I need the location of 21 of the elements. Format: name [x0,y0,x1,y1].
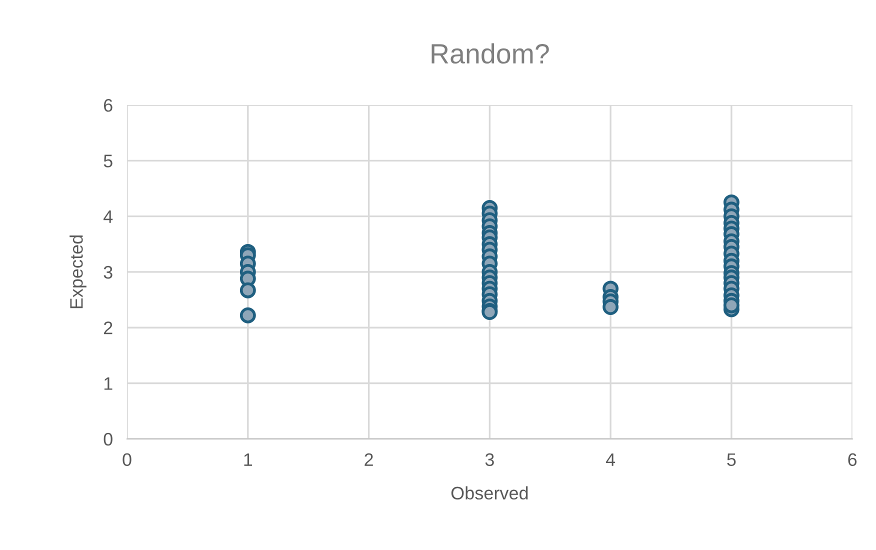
y-axis-title: Expected [70,235,86,308]
y-tick-label: 3 [104,266,112,279]
x-axis-title: Observed [451,486,528,500]
point [723,297,740,314]
y-tick-label: 2 [104,322,112,334]
y-tick-label: 4 [104,210,113,223]
y-tick-label: 0 [104,432,112,446]
chart-title: Random? [432,43,549,64]
point [240,282,256,298]
y-tick-label: 1 [104,377,112,390]
x-tick-label: 2 [364,453,373,466]
x-tick-label: 3 [485,453,494,466]
x-tick-label: 4 [606,453,616,466]
x-tick-label: 0 [122,453,132,466]
y-tick-label: 5 [104,154,112,168]
x-tick-label: 1 [244,453,252,466]
point [602,299,619,316]
y-tick-label: 6 [104,98,112,112]
x-tick-label: 5 [727,453,736,466]
point [240,307,256,324]
x-tick-label: 6 [848,453,857,466]
